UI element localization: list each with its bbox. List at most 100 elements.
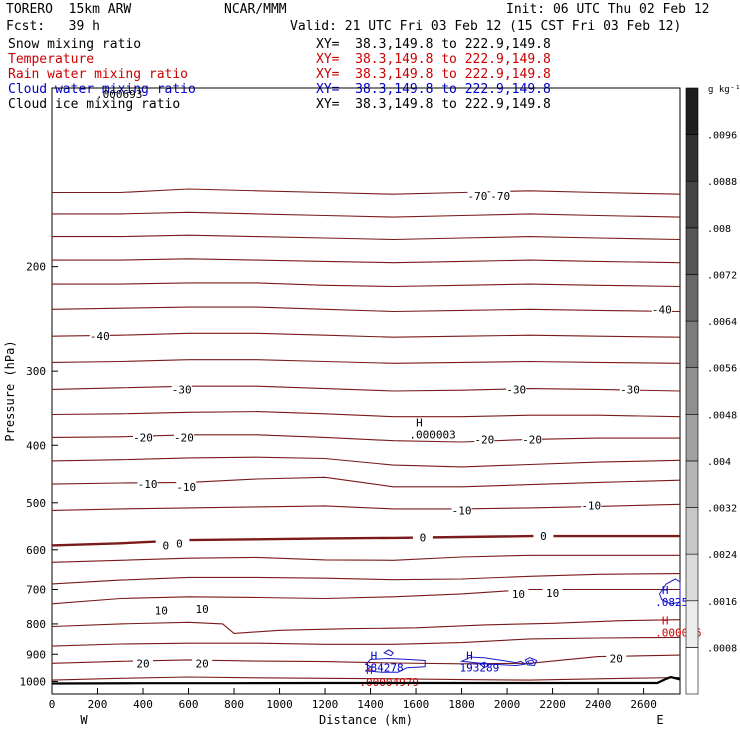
- organization-label: NCAR/MMM: [224, 2, 287, 17]
- colorbar-bin: [685, 320, 699, 368]
- colorbar-bin: [685, 227, 699, 275]
- maximum-value: .000003: [409, 429, 455, 442]
- x-tick-label: 1800: [448, 698, 475, 711]
- isotherm-label-bg: [192, 602, 213, 614]
- isotherm-label-bg: [508, 587, 529, 599]
- isotherm-label: -70: [468, 190, 488, 203]
- y-axis-label: Pressure (hPa): [3, 340, 17, 441]
- y-tick-label: 200: [26, 261, 46, 274]
- isotherm-line: [51, 654, 681, 665]
- isotherm-line: [51, 411, 681, 418]
- maximum-marker: H: [466, 649, 473, 662]
- isotherm-label-bg: [522, 433, 543, 445]
- maximum-value: 193289: [459, 661, 499, 674]
- isotherm-label: 10: [512, 588, 525, 601]
- x-tick-label: 2000: [494, 698, 521, 711]
- x-tick-label: 0: [49, 698, 56, 711]
- isotherm-label: -20: [474, 433, 494, 446]
- isotherm-label-bg: [490, 189, 511, 201]
- maximum-marker: H: [662, 584, 669, 597]
- colorbar-label: .0032: [707, 504, 737, 515]
- cloud-contour: [478, 661, 490, 669]
- cloud-contour: [364, 657, 426, 673]
- isotherm-line: [51, 554, 680, 563]
- isotherm-label: -30: [506, 383, 526, 396]
- isotherm-label-bg: [137, 478, 158, 490]
- isotherm-label: 0: [176, 537, 183, 550]
- isotherm-label: 20: [610, 653, 623, 666]
- x-tick-label: 400: [133, 698, 153, 711]
- isotherm-line: [52, 188, 681, 195]
- field-cloud-ice-xy: XY= 38.3,149.8 to 222.9,149.8: [316, 97, 551, 112]
- cloud-contour: [526, 659, 536, 665]
- colorbar-label: .004: [707, 457, 731, 468]
- isotherm-label-bg: [606, 652, 627, 664]
- isotherm-label-bg: [533, 530, 554, 542]
- colorbar-label: .0096: [707, 131, 737, 142]
- x-tick-label: 1400: [357, 698, 384, 711]
- colorbar-bin: [685, 180, 699, 229]
- y-tick-label: 1000: [20, 675, 47, 688]
- isotherm-label: 0: [162, 539, 169, 552]
- maximum-marker: H: [416, 417, 423, 430]
- chart-header: TORERO 15km ARW NCAR/MMM Init: 06 UTC Th…: [0, 0, 740, 112]
- colorbar-label: .0008: [707, 643, 737, 654]
- isotherm-label: -10: [581, 499, 601, 512]
- isotherm-label: -10: [452, 504, 472, 517]
- isotherm-label-bg: [133, 657, 154, 669]
- colorbar-label: .008: [707, 224, 731, 235]
- isotherm-label-bg: [89, 330, 110, 342]
- x-tick-label: 2400: [585, 698, 612, 711]
- isotherm-label-bg: [619, 383, 640, 395]
- isotherm-line: [51, 456, 681, 468]
- isotherm-line: [51, 588, 680, 605]
- isotherm-label: -10: [138, 478, 158, 491]
- x-tick-label: 1600: [403, 698, 430, 711]
- y-tick-label: 900: [26, 648, 46, 661]
- isotherm-label: 10: [546, 587, 559, 600]
- isotherm-label-bg: [192, 657, 213, 669]
- isotherm-label: -10: [176, 481, 196, 494]
- colorbar-label: .0024: [707, 550, 737, 561]
- isotherm-label: -30: [620, 383, 640, 396]
- colorbar-bin: [685, 600, 699, 648]
- valid-time: Valid: 21 UTC Fri 03 Feb 12 (15 CST Fri …: [290, 19, 682, 34]
- isotherm-label-bg: [171, 383, 192, 395]
- isotherm-label: -30: [172, 383, 192, 396]
- cloud-contour: [658, 578, 681, 605]
- isotherm-label: 0: [540, 530, 547, 543]
- isotherm-label: -20: [522, 433, 542, 446]
- isotherm-label: -40: [652, 303, 672, 316]
- colorbar-bin: [685, 87, 699, 135]
- colorbar-unit: g kg⁻¹: [708, 85, 740, 95]
- maximum-marker: H: [371, 649, 378, 662]
- colorbar-bin: [685, 460, 699, 508]
- isotherm-label-bg: [651, 303, 672, 315]
- x-tick-label: 600: [179, 698, 199, 711]
- model-title: TORERO 15km ARW: [6, 2, 132, 17]
- colorbar-bin: [685, 134, 699, 182]
- isotherm-line: [51, 385, 681, 392]
- colorbar-label: .0056: [707, 364, 737, 375]
- isotherm-label: -20: [133, 431, 153, 444]
- isotherm-label-bg: [542, 587, 563, 599]
- isotherm-label-bg: [451, 504, 472, 516]
- isotherm-label-bg: [176, 480, 197, 492]
- isotherm-line: [51, 503, 681, 511]
- isotherm-label: -40: [90, 330, 110, 343]
- field-cloud-ice: Cloud ice mixing ratio: [8, 97, 181, 112]
- field-snow-xy: XY= 38.3,149.8 to 222.9,149.8: [316, 37, 551, 52]
- x-tick-label: 1200: [312, 698, 339, 711]
- field-cloud-water: Cloud water mixing ratio: [8, 82, 196, 97]
- isotherm-line: [52, 282, 681, 288]
- isotherm-label-bg: [467, 189, 488, 201]
- colorbar-label: .0048: [707, 410, 737, 421]
- x-tick-label: 1000: [266, 698, 293, 711]
- isotherm-line: [51, 636, 681, 647]
- cloud-contour: [524, 657, 538, 667]
- isotherm-label-bg: [412, 531, 433, 543]
- colorbar-label: .0088: [707, 177, 737, 188]
- isotherm-line: [51, 332, 681, 338]
- isotherm-line: [51, 676, 681, 681]
